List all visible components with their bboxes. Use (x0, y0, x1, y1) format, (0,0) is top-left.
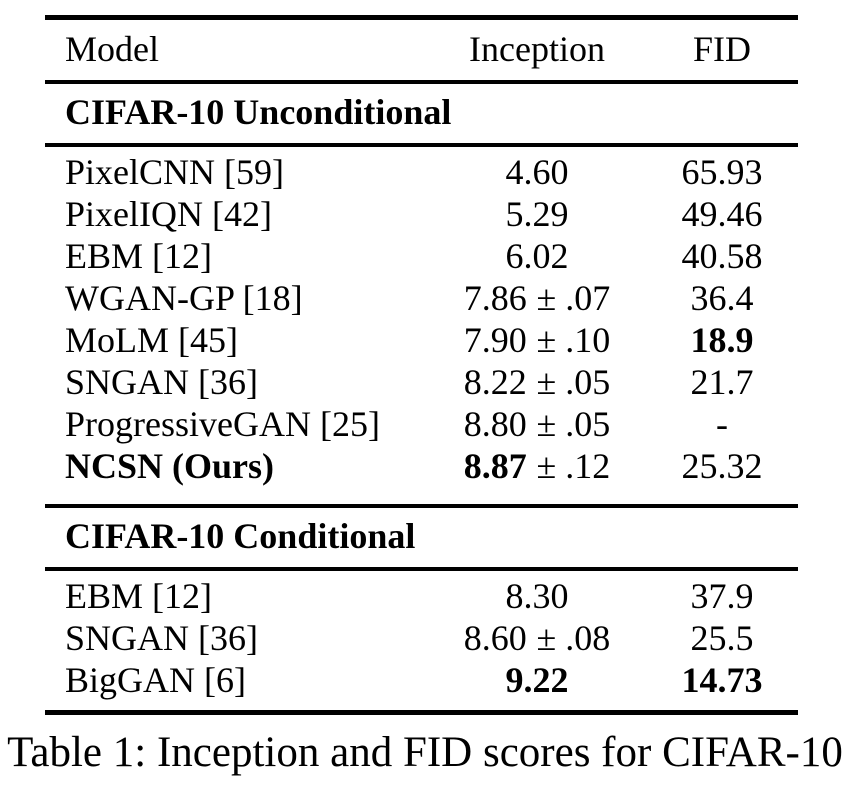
fid-value: 25.32 (681, 446, 763, 486)
results-table: Model Inception FID CIFAR-10 Uncondition… (45, 0, 798, 715)
table-header-row: Model Inception FID (45, 20, 798, 80)
column-header-model: Model (65, 29, 159, 69)
table-row: BigGAN [6] 9.22 14.73 (45, 659, 798, 701)
midrule (45, 504, 798, 508)
unconditional-rows: PixelCNN [59] 4.60 65.93 PixelIQN [42] 5… (45, 147, 798, 504)
table-caption: Table 1: Inception and FID scores for CI… (7, 729, 843, 776)
model-name: BigGAN [6] (65, 660, 246, 700)
model-name: WGAN-GP [18] (65, 278, 303, 318)
conditional-rows: EBM [12] 8.30 37.9 SNGAN [36] 8.60 ± .08 … (45, 571, 798, 710)
table-row: SNGAN [36] 8.60 ± .08 25.5 (45, 617, 798, 659)
table-row: EBM [12] 8.30 37.9 (45, 575, 798, 617)
fid-value: - (716, 404, 728, 444)
table-row: WGAN-GP [18] 7.86 ± .07 36.4 (45, 277, 798, 319)
inception-value: 8.22 ± .05 (463, 362, 611, 402)
inception-value: 6.02 (505, 236, 569, 276)
inception-value: 5.29 (505, 194, 569, 234)
column-header-inception: Inception (469, 29, 605, 69)
fid-value: 14.73 (681, 660, 763, 700)
table-row: ProgressiveGAN [25] 8.80 ± .05 - (45, 403, 798, 445)
table-row: MoLM [45] 7.90 ± .10 18.9 (45, 319, 798, 361)
inception-value: 4.60 (505, 152, 569, 192)
toprule (45, 15, 798, 20)
table-row: NCSN (Ours) 8.87 ± .12 25.32 (45, 445, 798, 487)
midrule (45, 567, 798, 571)
model-name: ProgressiveGAN [25] (65, 404, 380, 444)
fid-value: 21.7 (690, 362, 754, 402)
model-name: PixelCNN [59] (65, 152, 284, 192)
fid-value: 37.9 (690, 576, 754, 616)
inception-value: 7.86 ± .07 (463, 278, 611, 318)
inception-value: 8.87 ± .12 (463, 446, 611, 486)
inception-value: 8.80 ± .05 (463, 404, 611, 444)
model-name: SNGAN [36] (65, 618, 258, 658)
table-row: PixelCNN [59] 4.60 65.93 (45, 151, 798, 193)
fid-value: 18.9 (690, 320, 754, 360)
midrule (45, 80, 798, 84)
model-name: EBM [12] (65, 576, 212, 616)
inception-value: 8.30 (505, 576, 569, 616)
section-header-unconditional: CIFAR-10 Unconditional (65, 92, 452, 132)
midrule (45, 143, 798, 147)
model-name: MoLM [45] (65, 320, 238, 360)
table-row: PixelIQN [42] 5.29 49.46 (45, 193, 798, 235)
model-name: PixelIQN [42] (65, 194, 272, 234)
model-name: NCSN (Ours) (65, 446, 275, 486)
fid-value: 25.5 (690, 618, 754, 658)
inception-value: 7.90 ± .10 (463, 320, 611, 360)
fid-value: 36.4 (690, 278, 754, 318)
table-row: SNGAN [36] 8.22 ± .05 21.7 (45, 361, 798, 403)
column-header-fid: FID (692, 29, 751, 69)
inception-value: 9.22 (505, 660, 569, 700)
model-name: EBM [12] (65, 236, 212, 276)
table-row: EBM [12] 6.02 40.58 (45, 235, 798, 277)
fid-value: 49.46 (681, 194, 763, 234)
fid-value: 65.93 (681, 152, 763, 192)
bottomrule (45, 710, 798, 715)
inception-value: 8.60 ± .08 (463, 618, 611, 658)
fid-value: 40.58 (681, 236, 763, 276)
section-header-conditional: CIFAR-10 Conditional (65, 516, 416, 556)
model-name: SNGAN [36] (65, 362, 258, 402)
